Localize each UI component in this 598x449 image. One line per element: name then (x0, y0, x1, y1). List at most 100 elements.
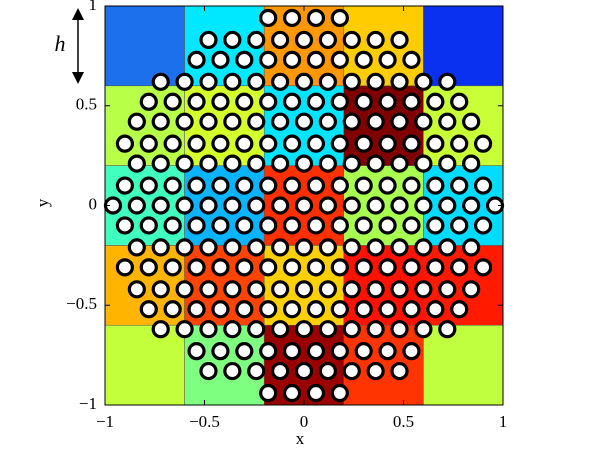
point (306, 8, 326, 28)
point (318, 320, 337, 339)
point (438, 112, 457, 131)
point (223, 30, 242, 50)
point (187, 216, 206, 235)
point (330, 258, 349, 277)
point (330, 216, 349, 235)
point (187, 92, 206, 111)
point (211, 216, 230, 235)
point (282, 176, 302, 195)
point (271, 280, 290, 299)
point (390, 112, 409, 131)
point (199, 320, 218, 339)
point (175, 280, 194, 299)
point (366, 196, 385, 215)
point (390, 154, 409, 173)
point (402, 50, 421, 69)
point (163, 176, 182, 195)
point (247, 72, 266, 91)
point (235, 300, 254, 319)
point (294, 72, 314, 91)
point (378, 300, 397, 319)
point (306, 258, 326, 277)
point (235, 50, 254, 69)
point (151, 238, 170, 257)
point (378, 176, 397, 195)
point (247, 30, 266, 50)
point (318, 280, 337, 299)
point (223, 320, 242, 339)
point (414, 72, 433, 91)
point (175, 196, 194, 215)
point (342, 196, 361, 215)
point (366, 154, 385, 173)
point (306, 50, 326, 69)
point (151, 112, 170, 131)
point (187, 258, 206, 277)
point (342, 30, 361, 50)
point (294, 30, 314, 50)
point (127, 280, 146, 299)
point (247, 154, 266, 173)
point (175, 112, 194, 131)
point (223, 154, 242, 173)
y-tick-label: 0.5 (76, 95, 97, 114)
point (330, 134, 349, 153)
point (127, 154, 146, 173)
point (306, 300, 326, 319)
point (342, 238, 361, 257)
point (342, 72, 361, 91)
point (163, 134, 182, 153)
point (402, 258, 421, 277)
point (438, 72, 457, 91)
point (366, 238, 385, 257)
point (282, 50, 302, 69)
point (402, 134, 421, 153)
point (259, 176, 278, 195)
point (390, 320, 409, 339)
point (462, 112, 481, 131)
point (235, 342, 254, 361)
point (282, 92, 302, 111)
point (390, 361, 409, 381)
point (211, 134, 230, 153)
point (282, 8, 302, 28)
point (294, 238, 314, 257)
point (318, 196, 337, 215)
point (199, 72, 218, 91)
point (330, 300, 349, 319)
point (223, 196, 242, 215)
point (115, 258, 135, 277)
point (426, 300, 445, 319)
point (354, 134, 373, 153)
point (474, 134, 493, 153)
point (318, 361, 337, 381)
point (247, 196, 266, 215)
point (450, 134, 469, 153)
point (223, 280, 242, 299)
point (211, 342, 230, 361)
point (354, 342, 373, 361)
point (450, 258, 469, 277)
point (282, 342, 302, 361)
point (402, 300, 421, 319)
point (271, 154, 290, 173)
point (342, 361, 361, 381)
point (271, 72, 290, 91)
heat-cell (423, 324, 504, 406)
point (151, 196, 170, 215)
y-tick-label: −1 (79, 394, 97, 413)
point (306, 92, 326, 111)
point (462, 280, 481, 299)
point (282, 216, 302, 235)
point (294, 154, 314, 173)
point (259, 92, 278, 111)
point (282, 258, 302, 277)
point (342, 280, 361, 299)
point (235, 92, 254, 111)
point (306, 216, 326, 235)
point (438, 320, 457, 339)
point (366, 112, 385, 131)
point (139, 92, 158, 111)
point (187, 300, 206, 319)
